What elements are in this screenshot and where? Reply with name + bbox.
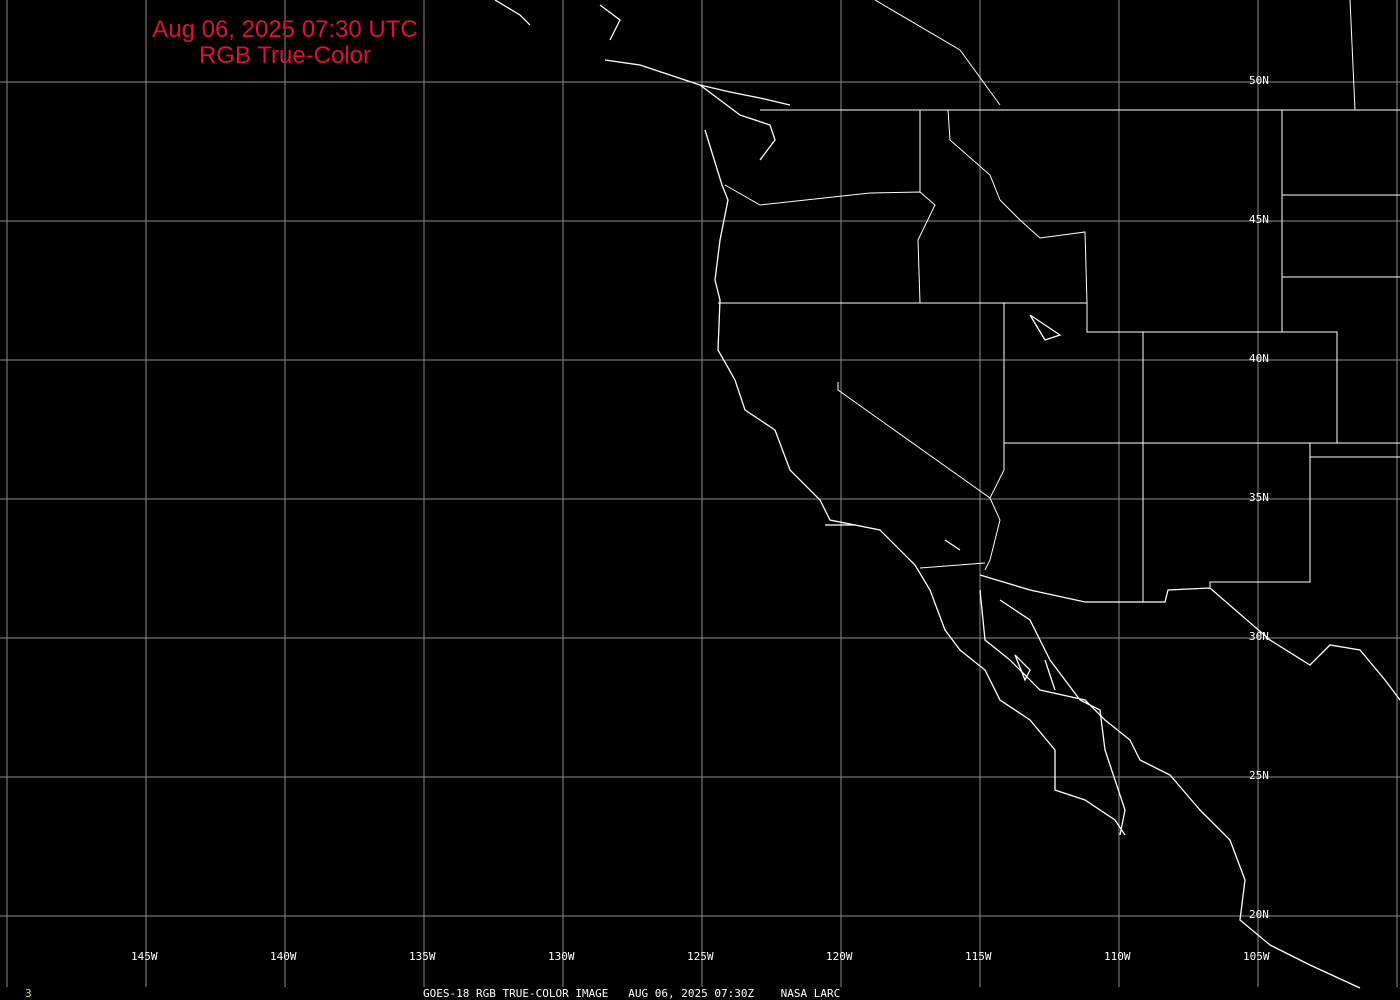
- latitude-label: 25N: [1249, 769, 1269, 782]
- latitude-label: 45N: [1249, 213, 1269, 226]
- coastlines: [494, 0, 1400, 989]
- latitude-label: 40N: [1249, 352, 1269, 365]
- longitude-label: 125W: [687, 950, 714, 963]
- longitude-label: 120W: [826, 950, 853, 963]
- frame-number: 3: [25, 987, 32, 1000]
- latitude-label: 30N: [1249, 630, 1269, 643]
- title-date: Aug 06, 2025 07:30 UTC: [152, 16, 418, 43]
- latitude-label: 20N: [1249, 908, 1269, 921]
- longitude-label: 145W: [131, 950, 158, 963]
- political-borders: [718, 0, 1400, 602]
- longitude-label: 135W: [409, 950, 436, 963]
- longitude-label: 105W: [1243, 950, 1270, 963]
- latitude-label: 50N: [1249, 74, 1269, 87]
- longitude-label: 110W: [1104, 950, 1131, 963]
- image-caption: GOES-18 RGB TRUE-COLOR IMAGE AUG 06, 202…: [423, 987, 841, 1000]
- longitude-label: 130W: [548, 950, 575, 963]
- title-product: RGB True-Color: [198, 42, 372, 69]
- longitude-label: 115W: [965, 950, 992, 963]
- latitude-label: 35N: [1249, 491, 1269, 504]
- longitude-label: 140W: [270, 950, 297, 963]
